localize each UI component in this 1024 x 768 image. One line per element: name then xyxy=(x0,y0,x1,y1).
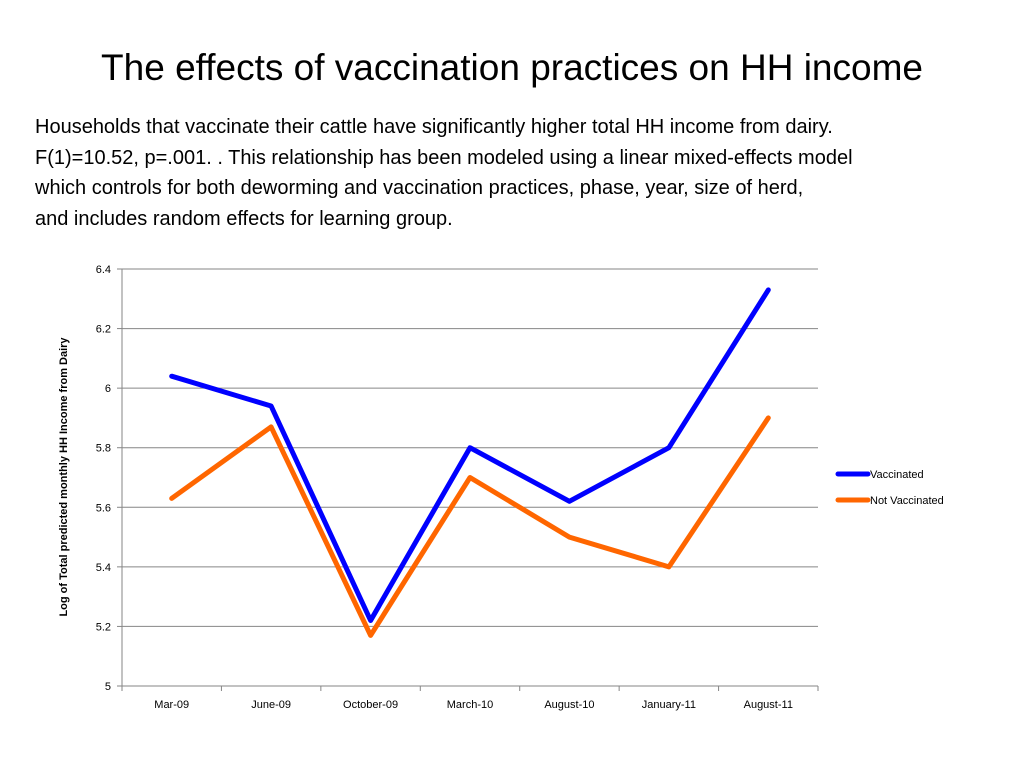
x-tick-label: June-09 xyxy=(251,699,291,711)
y-tick-label: 5.2 xyxy=(96,621,111,633)
y-tick-label: 5 xyxy=(105,681,111,693)
x-tick-label: Mar-09 xyxy=(154,699,189,711)
x-tick-label: March-10 xyxy=(447,699,493,711)
y-tick-label: 6 xyxy=(105,383,111,395)
body-text: Households that vaccinate their cattle h… xyxy=(35,112,1010,234)
legend-label: Not Vaccinated xyxy=(870,495,944,507)
x-tick-label: August-10 xyxy=(544,699,594,711)
y-axis-title: Log of Total predicted monthly HH Income… xyxy=(58,337,70,617)
tick-labels: 5 5.2 5.4 5.6 5.8 6 6.2 6.4 Mar-09 June-09 October… xyxy=(96,264,793,711)
y-tick-label: 5.6 xyxy=(96,502,111,514)
slide-title: The effects of vaccination practices on … xyxy=(101,47,923,88)
body-line-2: F(1)=10.52, p=.001. . This relationship … xyxy=(35,146,853,169)
y-tick-label: 5.8 xyxy=(96,443,111,455)
body-line-1: Households that vaccinate their cattle h… xyxy=(35,116,833,138)
y-tick-label: 5.4 xyxy=(96,562,111,574)
x-tick-label: October-09 xyxy=(343,699,398,711)
x-tick-label: January-11 xyxy=(642,699,696,711)
x-tick-label: August-11 xyxy=(744,699,793,711)
body-line-3: which controls for both deworming and va… xyxy=(35,177,804,199)
chart-legend: Vaccinated Not Vaccinated xyxy=(835,469,944,507)
y-tick-label: 6.4 xyxy=(96,264,111,276)
body-line-4: and includes random effects for learning… xyxy=(35,207,453,230)
y-tick-label: 6.2 xyxy=(96,324,111,336)
axes xyxy=(117,268,819,691)
series-lines xyxy=(169,287,771,638)
series-line-vaccinated xyxy=(169,287,771,623)
legend-label: Vaccinated xyxy=(870,469,924,481)
series-line-not-vaccinated xyxy=(169,415,771,638)
